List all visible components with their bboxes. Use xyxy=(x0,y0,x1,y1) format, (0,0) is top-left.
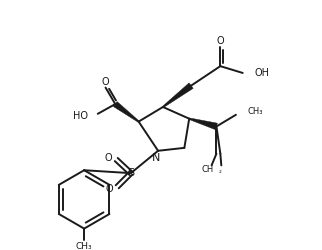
Text: HO: HO xyxy=(73,111,88,121)
Text: O: O xyxy=(105,152,112,162)
Text: OH: OH xyxy=(254,68,270,78)
Text: O: O xyxy=(102,77,109,87)
Polygon shape xyxy=(189,118,217,130)
Text: ₂: ₂ xyxy=(218,168,221,174)
Polygon shape xyxy=(163,83,193,108)
Text: O: O xyxy=(216,36,224,46)
Text: S: S xyxy=(127,168,134,178)
Polygon shape xyxy=(113,102,139,122)
Text: CH₃: CH₃ xyxy=(76,242,92,250)
Text: CH₃: CH₃ xyxy=(248,107,263,116)
Text: O: O xyxy=(106,184,113,194)
Text: CH: CH xyxy=(202,165,214,174)
Text: N: N xyxy=(152,152,160,162)
